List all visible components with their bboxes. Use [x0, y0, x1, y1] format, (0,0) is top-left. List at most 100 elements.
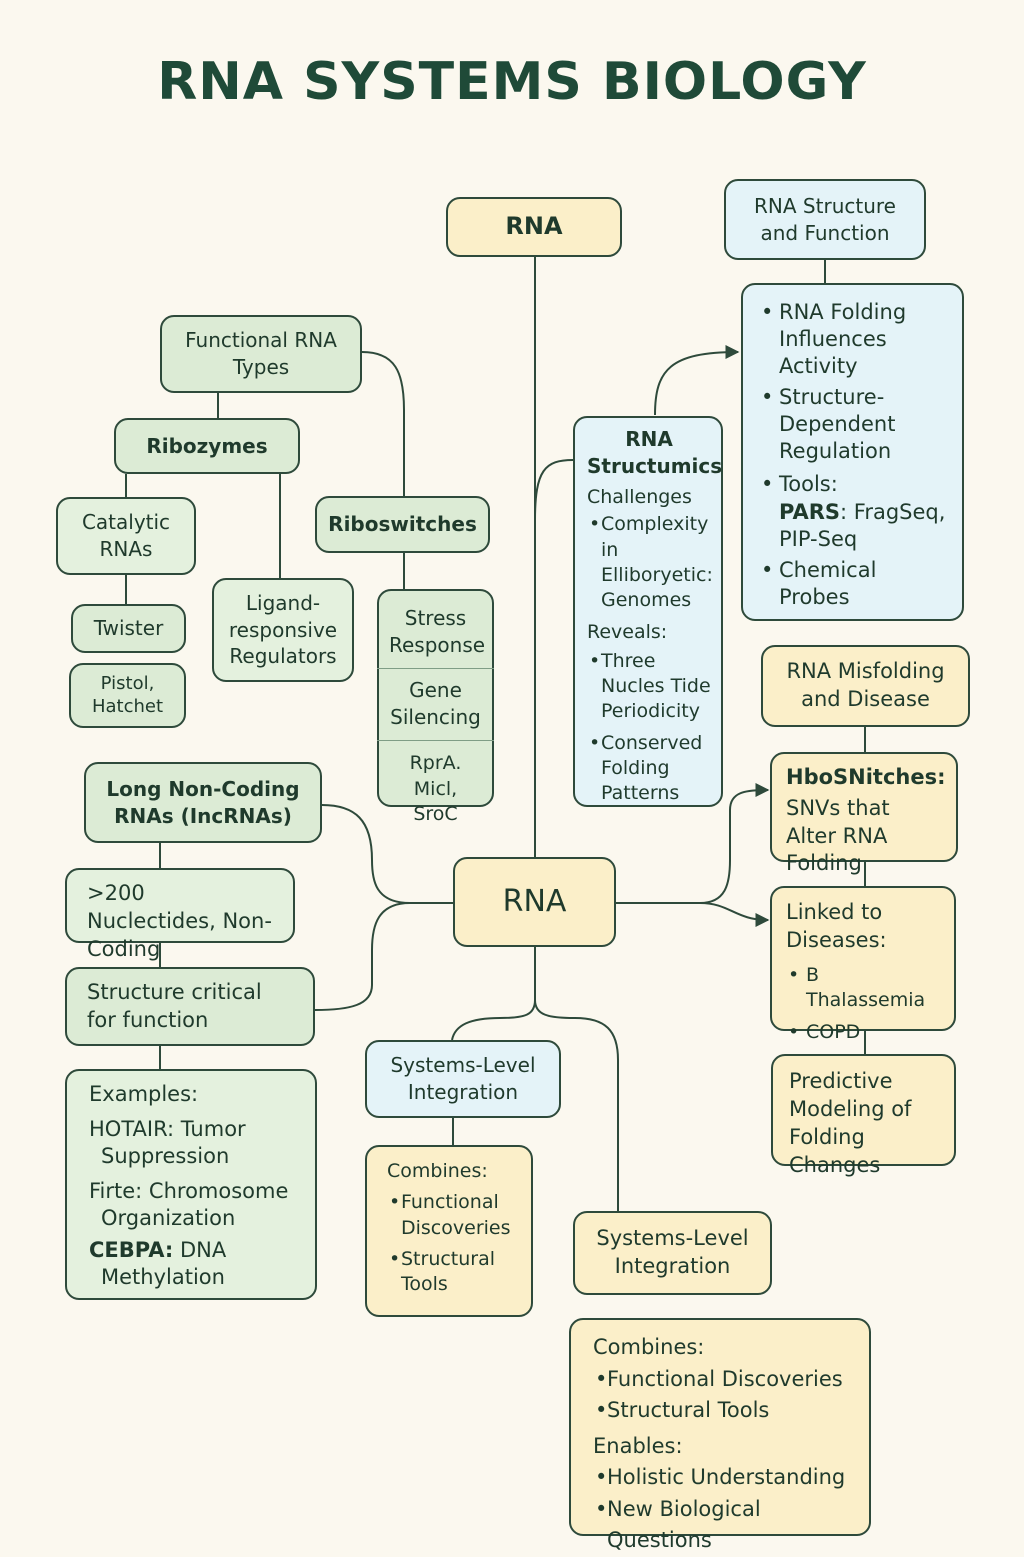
- edge-center-linked: [699, 902, 770, 927]
- node-combines-left: Combines: Functional Discoveries Structu…: [365, 1145, 533, 1317]
- structumics-title: RNA Structumics: [587, 427, 723, 478]
- catalytic-text: Catalytic RNAs: [81, 510, 171, 561]
- linked-disease-item: B Thalassemia: [786, 963, 940, 1014]
- tools-pars: PARS: [779, 499, 841, 524]
- example-name: CEBPA:: [89, 1238, 174, 1263]
- node-linked-diseases: Linked to Diseases: B Thalassemia COPD: [770, 886, 956, 1045]
- combines-left-item: Structural Tools: [387, 1247, 519, 1298]
- hbosnitches-text: SNVs that Alter RNA Folding: [786, 796, 890, 875]
- example-cont: Organization: [101, 1205, 236, 1230]
- node-riboswitch-functions: Stress Response Gene Silencing RprA. Mic…: [377, 589, 494, 825]
- edge-structumics-details: [654, 345, 740, 416]
- node-systems-left-label: Systems-Level Integration: [390, 1053, 536, 1104]
- combines-left-item: Functional Discoveries: [387, 1190, 519, 1241]
- node-nucleotides: >200 Nuclectides, Non-Coding: [65, 868, 295, 961]
- node-rna-top-label: RNA: [505, 212, 563, 241]
- linked-title: Linked to Diseases:: [786, 900, 887, 953]
- node-nucleotides-label: >200 Nuclectides, Non-Coding: [87, 881, 272, 961]
- combines-left-label: Combines:: [387, 1160, 488, 1182]
- node-lncrna-label: Long Non-Coding RNAs (IncRNAs): [106, 776, 300, 828]
- example-cont: Methylation: [101, 1265, 225, 1290]
- edge-center-systems-left: [451, 947, 536, 1041]
- node-functional-types-label: Functional RNA Types: [185, 328, 337, 379]
- linked-disease-item: COPD: [786, 1020, 940, 1046]
- edge-center-systems-right: [534, 999, 619, 1211]
- node-combines-right: Combines: Functional Discoveries Structu…: [569, 1318, 871, 1552]
- gene-silencing: Gene Silencing: [390, 678, 481, 729]
- example-rest: Chromosome: [142, 1178, 289, 1203]
- structure-detail-item: RNA Folding Influences Activity: [759, 299, 948, 380]
- tools-label: Tools:: [779, 472, 838, 497]
- stress-response: Stress Response: [389, 606, 486, 657]
- node-twister-label: Twister: [93, 616, 164, 641]
- example-firte: Firte: Chromosome Organization: [89, 1178, 299, 1232]
- structumics-reveal-item: Three Nucles Tide Periodicity: [587, 649, 711, 725]
- node-rna-center: RNA: [453, 857, 616, 947]
- node-structure-critical: Structure critical for function: [65, 967, 315, 1046]
- enables-item: Holistic Understanding: [593, 1462, 855, 1494]
- combines-right-item: Structural Tools: [593, 1395, 855, 1427]
- node-misfolding-label: RNA Misfolding and Disease: [786, 659, 945, 711]
- edge-center-hbosnitches: [616, 783, 770, 904]
- node-misfolding: RNA Misfolding and Disease: [761, 645, 970, 727]
- node-systems-right-label: Systems-Level Integration: [596, 1226, 749, 1278]
- separator: [377, 740, 494, 742]
- separator: [377, 668, 494, 670]
- node-rna-top: RNA: [446, 197, 622, 257]
- node-predictive: Predictive Modeling of Folding Changes: [771, 1054, 956, 1177]
- node-lncrna: Long Non-Coding RNAs (IncRNAs): [84, 762, 322, 843]
- node-functional-types: Functional RNA Types: [160, 315, 362, 393]
- node-systems-right: Systems-Level Integration: [573, 1211, 772, 1295]
- structumics-reveal-item: Conserved Folding Patterns: [587, 731, 711, 807]
- node-hbosnitches: HboSNitches: SNVs that Alter RNA Folding: [770, 752, 958, 875]
- node-ligand-label: Ligand-responsive Regulators: [228, 591, 338, 669]
- structure-detail-item: Chemical Probes: [759, 557, 948, 611]
- edge-center-lncrna: [321, 804, 453, 904]
- example-name: HOTAIR:: [89, 1116, 175, 1141]
- structumics-reveals-label: Reveals:: [587, 620, 668, 643]
- node-twister: Twister: [71, 604, 186, 653]
- node-structure-function: RNA Structure and Function: [724, 179, 926, 260]
- edge-center-critical: [314, 902, 411, 1011]
- tools-rest: : FragSeq, PIP-Seq: [779, 499, 946, 551]
- structure-detail-tools: Tools: PARS: FragSeq, PIP-Seq: [759, 471, 948, 552]
- node-catalytic-label: Catalytic RNAs: [70, 509, 182, 562]
- structumics-challenges-label: Challenges: [587, 486, 692, 509]
- node-ligand: Ligand-responsive Regulators: [212, 578, 354, 682]
- structumics-challenge-item: Complexity in Elliboryetic: Genomes: [587, 512, 713, 613]
- page-title: RNA SYSTEMS BIOLOGY: [157, 52, 867, 112]
- examples-label: Examples:: [89, 1082, 199, 1106]
- edge-functional-riboswitches: [361, 351, 405, 496]
- node-examples: Examples: HOTAIR: Tumor Suppression Firt…: [65, 1069, 317, 1300]
- example-hotair: HOTAIR: Tumor Suppression: [89, 1116, 299, 1170]
- example-rest: Tumor: [174, 1116, 246, 1141]
- node-riboswitches: Riboswitches: [315, 496, 490, 553]
- node-catalytic: Catalytic RNAs: [56, 497, 196, 575]
- example-cont: Suppression: [101, 1143, 230, 1168]
- node-ribozymes-label: Ribozymes: [146, 433, 268, 458]
- node-pistol: Pistol, Hatchet: [69, 663, 186, 728]
- node-ribozymes: Ribozymes: [114, 418, 300, 474]
- node-structumics: RNA Structumics Challenges Complexity in…: [573, 416, 723, 807]
- node-structure-function-label: RNA Structure and Function: [754, 193, 896, 245]
- hbosnitches-title: HboSNitches:: [786, 765, 946, 789]
- enables-item: New Biological Questions: [593, 1494, 855, 1557]
- node-pistol-label: Pistol, Hatchet: [91, 673, 164, 717]
- node-systems-left: Systems-Level Integration: [365, 1040, 561, 1118]
- node-structure-details: RNA Folding Influences Activity Structur…: [741, 283, 964, 621]
- rpra-micl-sroc: RprA. Micl, SroC: [409, 752, 462, 825]
- node-structure-critical-label: Structure critical for function: [87, 980, 262, 1032]
- structure-detail-item: Structure-Dependent Regulation: [759, 384, 948, 465]
- example-name: Firte:: [89, 1178, 143, 1203]
- edge-center-structumics: [534, 459, 574, 521]
- example-cebpa: CEBPA: DNA Methylation: [89, 1237, 299, 1291]
- node-predictive-label: Predictive Modeling of Folding Changes: [789, 1069, 912, 1177]
- combines-right-label: Combines:: [593, 1335, 705, 1359]
- combines-right-item: Functional Discoveries: [593, 1364, 855, 1396]
- node-rna-center-label: RNA: [502, 884, 567, 920]
- example-rest: DNA: [173, 1238, 227, 1263]
- enables-label: Enables:: [593, 1433, 683, 1458]
- node-riboswitches-label: Riboswitches: [328, 512, 477, 537]
